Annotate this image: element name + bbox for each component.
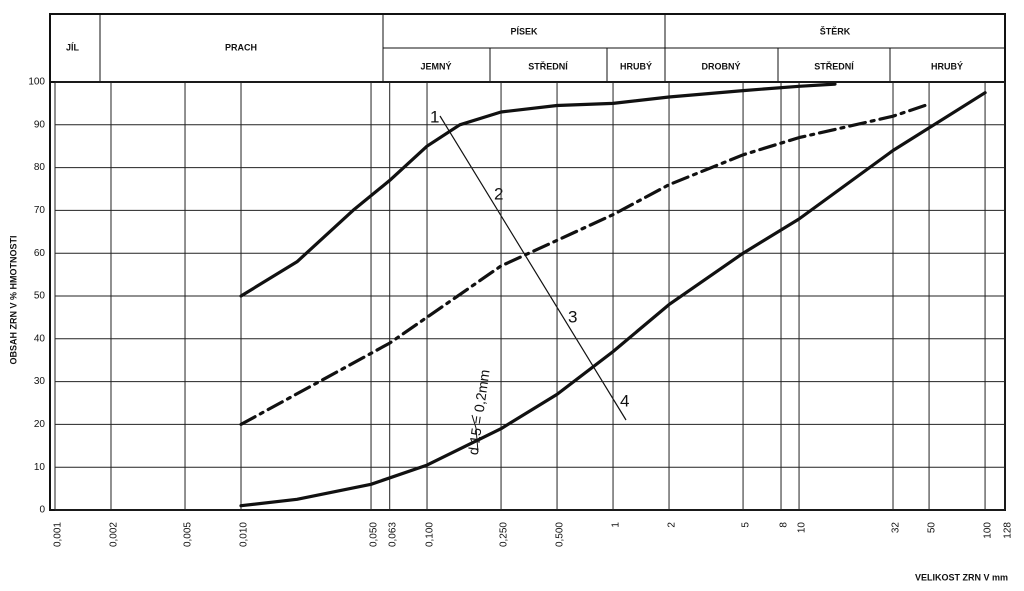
annotation: 1 — [430, 107, 439, 126]
y-tick-label: 80 — [34, 162, 46, 173]
header-label: HRUBÝ — [620, 60, 652, 71]
y-tick-label: 100 — [28, 77, 45, 88]
annotation: 3 — [568, 307, 577, 326]
header-label: JEMNÝ — [420, 60, 451, 71]
y-tick-label: 20 — [34, 419, 46, 430]
header-label: PÍSEK — [510, 26, 538, 36]
header-label: DROBNÝ — [701, 60, 740, 71]
x-tick-label: 0,063 — [387, 522, 398, 547]
leader — [471, 414, 479, 453]
x-tick-label: 2 — [667, 522, 678, 528]
frame — [49, 13, 1006, 511]
x-tick-label: 0,050 — [369, 522, 380, 547]
header-label: STŘEDNÍ — [528, 60, 568, 71]
x-tick-label: 0,002 — [109, 522, 120, 547]
header-label: ŠTĚRK — [820, 25, 851, 36]
d15-line — [439, 115, 627, 421]
annotation: 2 — [494, 184, 503, 203]
x-tick-label: 8 — [779, 522, 790, 528]
y-tick-label: 50 — [34, 291, 46, 302]
x-tick-label: 1 — [611, 522, 622, 528]
header-label: PRACH — [225, 42, 257, 52]
header-label: STŘEDNÍ — [814, 60, 854, 71]
x-tick-label: 0,500 — [555, 522, 566, 547]
x-tick-label: 0,010 — [239, 522, 250, 547]
x-tick-label: 0,005 — [183, 522, 194, 547]
x-tick-label: 128 — [1003, 522, 1014, 539]
header-label: HRUBÝ — [931, 60, 963, 71]
x-axis-label: VELIKOST ZRN V mm — [915, 572, 1008, 582]
x-tick-label: 32 — [891, 522, 902, 534]
y-tick-label: 30 — [34, 376, 46, 387]
x-tick-label: 0,100 — [425, 522, 436, 547]
series-line — [239, 103, 927, 426]
y-tick-label: 70 — [34, 205, 46, 216]
series-line — [239, 91, 987, 508]
y-tick-label: 90 — [34, 119, 46, 130]
x-tick-label: 100 — [983, 522, 994, 539]
y-tick-label: 0 — [39, 505, 45, 516]
x-tick-label: 0,001 — [53, 522, 64, 547]
x-tick-label: 10 — [797, 522, 808, 534]
y-tick-label: 60 — [34, 248, 46, 259]
series-line — [239, 82, 837, 298]
x-tick-label: 0,250 — [499, 522, 510, 547]
y-tick-label: 40 — [34, 333, 46, 344]
x-tick-label: 50 — [927, 522, 938, 534]
header-label: JÍL — [66, 42, 80, 52]
y-axis-label: OBSAH ZRN V % HMOTNOSTI — [8, 235, 18, 364]
x-tick-label: 5 — [741, 522, 752, 528]
annotation: 4 — [620, 391, 629, 410]
y-tick-label: 10 — [34, 462, 46, 473]
